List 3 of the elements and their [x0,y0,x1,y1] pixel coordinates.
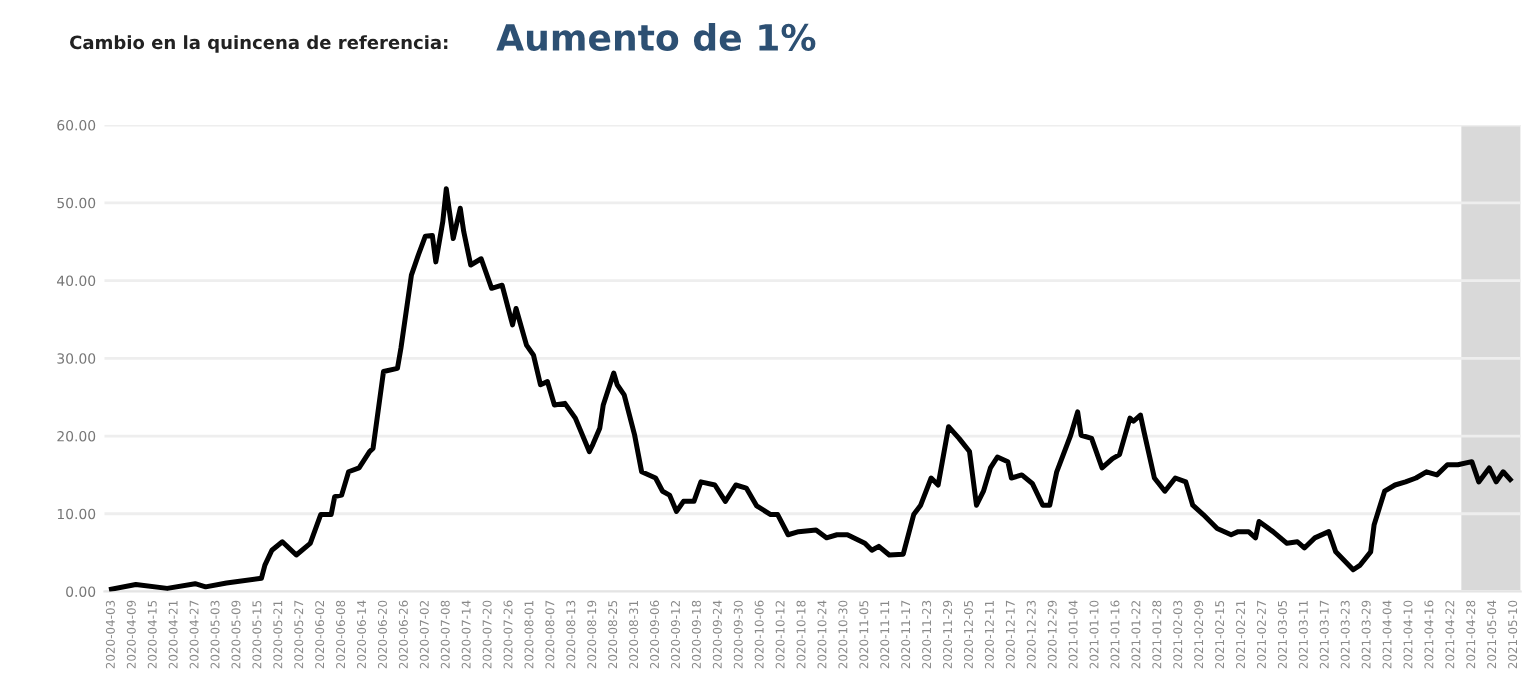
chart-subtitle: Aumento de 1% [496,23,816,52]
chart-title: Cambio en la quincena de referencia: [70,35,448,53]
line-series [108,186,1513,592]
